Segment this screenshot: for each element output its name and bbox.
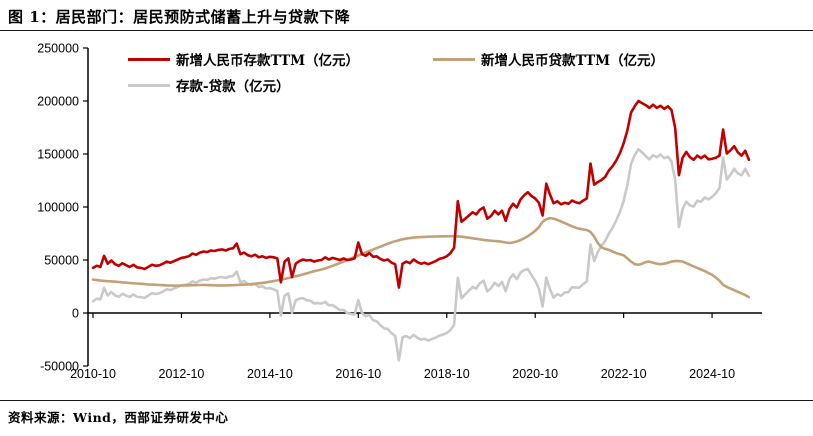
loans-line-swatch [433, 57, 475, 61]
source-note: 资料来源：Wind，西部证券研发中心 [8, 410, 229, 425]
top-rule [0, 30, 813, 31]
figure-title: 图 1：居民部门：居民预防式储蓄上升与贷款下降 [8, 8, 351, 26]
series-line-2 [91, 147, 751, 362]
y-axis-tick-label: 150000 [37, 148, 79, 162]
series-line-1 [91, 216, 751, 299]
legend-label-deposits: 新增人民币存款TTM（亿元） [176, 53, 360, 69]
x-axis-tick-label: 2012-10 [159, 367, 205, 381]
chart-area: 新增人民币存款TTM（亿元） 新增人民币贷款TTM（亿元） 存款-贷款（亿元） … [0, 40, 813, 395]
x-axis-tick-label: 2014-10 [247, 367, 293, 381]
x-axis-tick-label: 2024-10 [689, 367, 735, 381]
y-axis-tick-label: -50000 [40, 360, 79, 374]
legend-label-loans: 新增人民币贷款TTM（亿元） [481, 53, 665, 69]
x-axis-tick-label: 2016-10 [335, 367, 381, 381]
legend-item-spread: 存款-贷款（亿元） [128, 76, 290, 95]
y-axis-tick-label: 50000 [44, 254, 79, 268]
y-axis-tick-label: 0 [72, 307, 79, 321]
y-axis-tick-label: 100000 [37, 201, 79, 215]
y-axis-tick-label: 250000 [37, 42, 79, 56]
legend-item-deposits: 新增人民币存款TTM（亿元） [128, 50, 360, 69]
spread-line-swatch [128, 83, 170, 87]
x-axis-tick-label: 2018-10 [424, 367, 470, 381]
deposits-line-swatch [128, 57, 170, 61]
bottom-rule [0, 400, 813, 401]
legend-label-spread: 存款-贷款（亿元） [176, 79, 290, 95]
x-axis-tick-label: 2022-10 [601, 367, 647, 381]
x-axis-tick-label: 2010-10 [70, 367, 116, 381]
chart-plot-area: 250000 200000 150000 100000 50000 0 -500002010… [37, 42, 762, 381]
series-line-0 [91, 99, 751, 289]
y-axis-tick-label: 200000 [37, 95, 79, 109]
x-axis-tick-label: 2020-10 [512, 367, 558, 381]
legend-item-loans: 新增人民币贷款TTM（亿元） [433, 50, 665, 69]
